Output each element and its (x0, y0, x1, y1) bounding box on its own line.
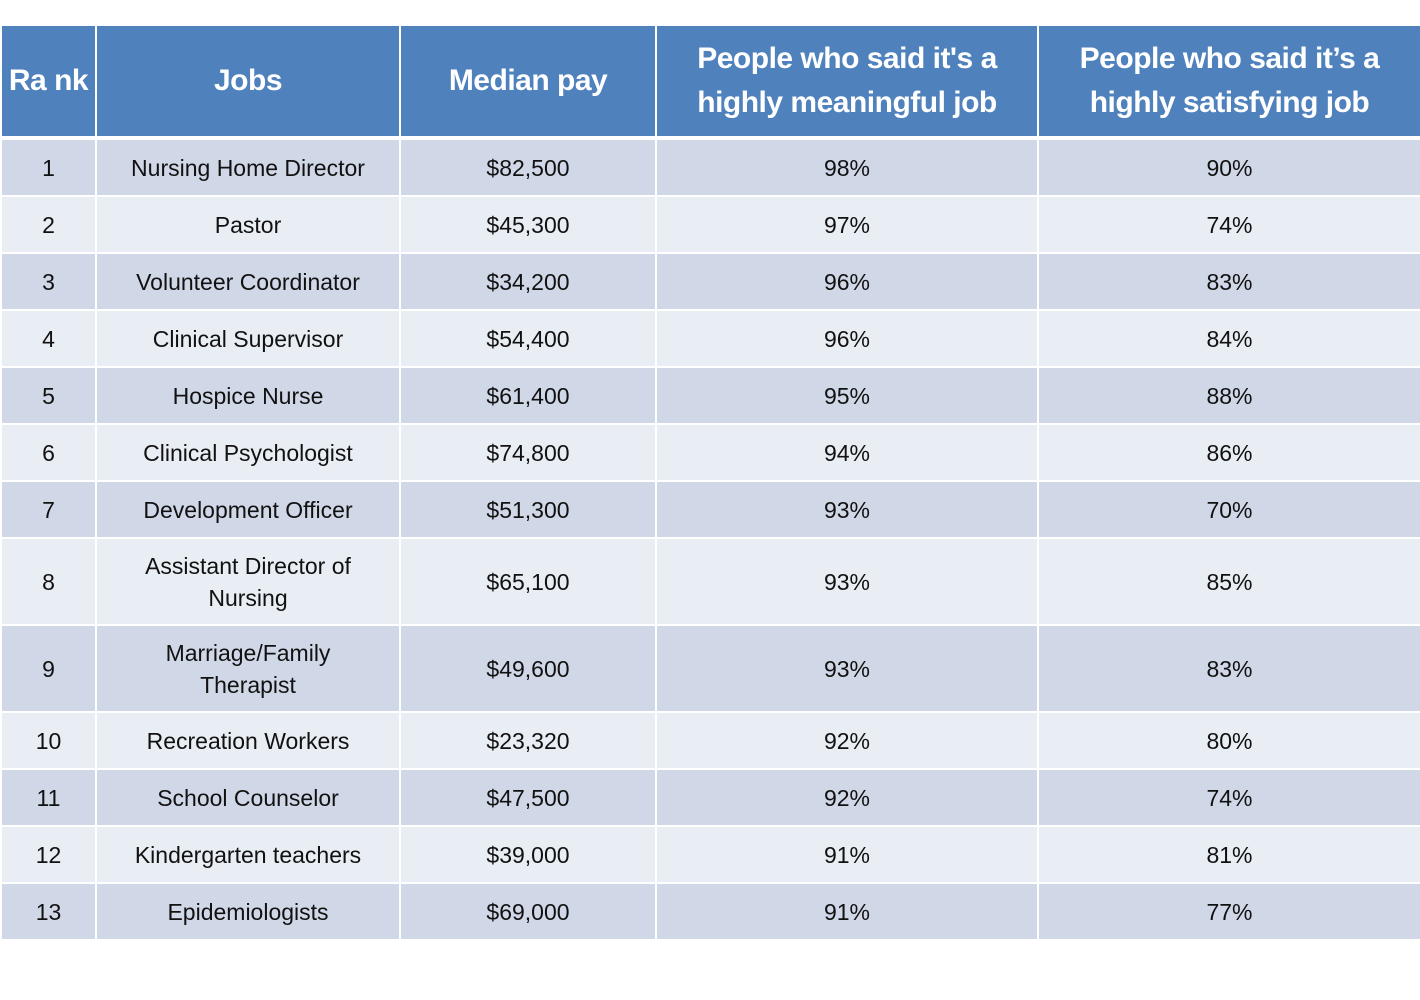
job-cell: Pastor (95, 195, 401, 254)
median-pay-cell: $47,500 (399, 768, 657, 827)
job-cell: Nursing Home Director (95, 137, 401, 197)
job-cell: Clinical Psychologist (95, 423, 401, 482)
median-pay-cell: $23,320 (399, 711, 657, 770)
satisfying-cell: 83% (1037, 624, 1420, 713)
satisfying-cell: 86% (1037, 423, 1420, 482)
job-cell: Recreation Workers (95, 711, 401, 770)
table-row: 13 Epidemiologists $69,000 91% 77% (0, 882, 1420, 941)
job-cell: Kindergarten teachers (95, 825, 401, 884)
meaningful-cell: 96% (655, 252, 1039, 311)
rank-cell: 2 (0, 195, 97, 254)
median-pay-cell: $65,100 (399, 537, 657, 626)
job-cell: Volunteer Coordinator (95, 252, 401, 311)
meaningful-cell: 97% (655, 195, 1039, 254)
meaningful-cell: 93% (655, 624, 1039, 713)
satisfying-cell: 74% (1037, 195, 1420, 254)
satisfying-cell: 70% (1037, 480, 1420, 539)
header-median-pay: Median pay (399, 24, 657, 139)
median-pay-cell: $61,400 (399, 366, 657, 425)
satisfying-cell: 74% (1037, 768, 1420, 827)
rank-cell: 6 (0, 423, 97, 482)
meaningful-cell: 91% (655, 882, 1039, 941)
table-row: 4 Clinical Supervisor $54,400 96% 84% (0, 309, 1420, 368)
rank-cell: 1 (0, 137, 97, 197)
median-pay-cell: $69,000 (399, 882, 657, 941)
table-row: 6 Clinical Psychologist $74,800 94% 86% (0, 423, 1420, 482)
job-cell: Hospice Nurse (95, 366, 401, 425)
median-pay-cell: $51,300 (399, 480, 657, 539)
table-row: 5 Hospice Nurse $61,400 95% 88% (0, 366, 1420, 425)
satisfying-cell: 81% (1037, 825, 1420, 884)
table-row: 3 Volunteer Coordinator $34,200 96% 83% (0, 252, 1420, 311)
table-row: 12 Kindergarten teachers $39,000 91% 81% (0, 825, 1420, 884)
satisfying-cell: 83% (1037, 252, 1420, 311)
median-pay-cell: $74,800 (399, 423, 657, 482)
meaningful-cell: 92% (655, 711, 1039, 770)
job-cell: Clinical Supervisor (95, 309, 401, 368)
job-cell: Development Officer (95, 480, 401, 539)
median-pay-cell: $82,500 (399, 137, 657, 197)
rank-cell: 11 (0, 768, 97, 827)
satisfying-cell: 90% (1037, 137, 1420, 197)
meaningful-cell: 91% (655, 825, 1039, 884)
meaningful-cell: 98% (655, 137, 1039, 197)
satisfying-cell: 88% (1037, 366, 1420, 425)
meaningful-cell: 92% (655, 768, 1039, 827)
median-pay-cell: $54,400 (399, 309, 657, 368)
header-meaningful: People who said it's a highly meaningful… (655, 24, 1039, 139)
table-row: 1 Nursing Home Director $82,500 98% 90% (0, 137, 1420, 197)
meaningful-cell: 93% (655, 480, 1039, 539)
satisfying-cell: 80% (1037, 711, 1420, 770)
median-pay-cell: $49,600 (399, 624, 657, 713)
job-cell: School Counselor (95, 768, 401, 827)
rank-cell: 10 (0, 711, 97, 770)
job-cell: Marriage/Family Therapist (95, 624, 401, 713)
job-cell: Epidemiologists (95, 882, 401, 941)
rank-cell: 13 (0, 882, 97, 941)
rank-cell: 5 (0, 366, 97, 425)
rank-cell: 12 (0, 825, 97, 884)
table-row: 8 Assistant Director of Nursing $65,100 93%… (0, 537, 1420, 626)
header-satisfying: People who said it’s a highly satisfying… (1037, 24, 1420, 139)
table-row: 2 Pastor $45,300 97% 74% (0, 195, 1420, 254)
job-cell: Assistant Director of Nursing (95, 537, 401, 626)
table-row: 7 Development Officer $51,300 93% 70% (0, 480, 1420, 539)
header-rank: Ra nk (0, 24, 97, 139)
satisfying-cell: 77% (1037, 882, 1420, 941)
table-row: 10 Recreation Workers $23,320 92% 80% (0, 711, 1420, 770)
rank-cell: 3 (0, 252, 97, 311)
rank-cell: 7 (0, 480, 97, 539)
meaningful-cell: 96% (655, 309, 1039, 368)
header-jobs: Jobs (95, 24, 401, 139)
rank-cell: 8 (0, 537, 97, 626)
table-row: 11 School Counselor $47,500 92% 74% (0, 768, 1420, 827)
table-row: 9 Marriage/Family Therapist $49,600 93% 83% (0, 624, 1420, 713)
satisfying-cell: 85% (1037, 537, 1420, 626)
median-pay-cell: $45,300 (399, 195, 657, 254)
meaningful-cell: 93% (655, 537, 1039, 626)
median-pay-cell: $34,200 (399, 252, 657, 311)
median-pay-cell: $39,000 (399, 825, 657, 884)
rank-cell: 4 (0, 309, 97, 368)
meaningful-cell: 95% (655, 366, 1039, 425)
header-row: Ra nk Jobs Median pay People who said it… (0, 24, 1420, 139)
rank-cell: 9 (0, 624, 97, 713)
jobs-table: Ra nk Jobs Median pay People who said it… (0, 24, 1420, 941)
meaningful-cell: 94% (655, 423, 1039, 482)
satisfying-cell: 84% (1037, 309, 1420, 368)
